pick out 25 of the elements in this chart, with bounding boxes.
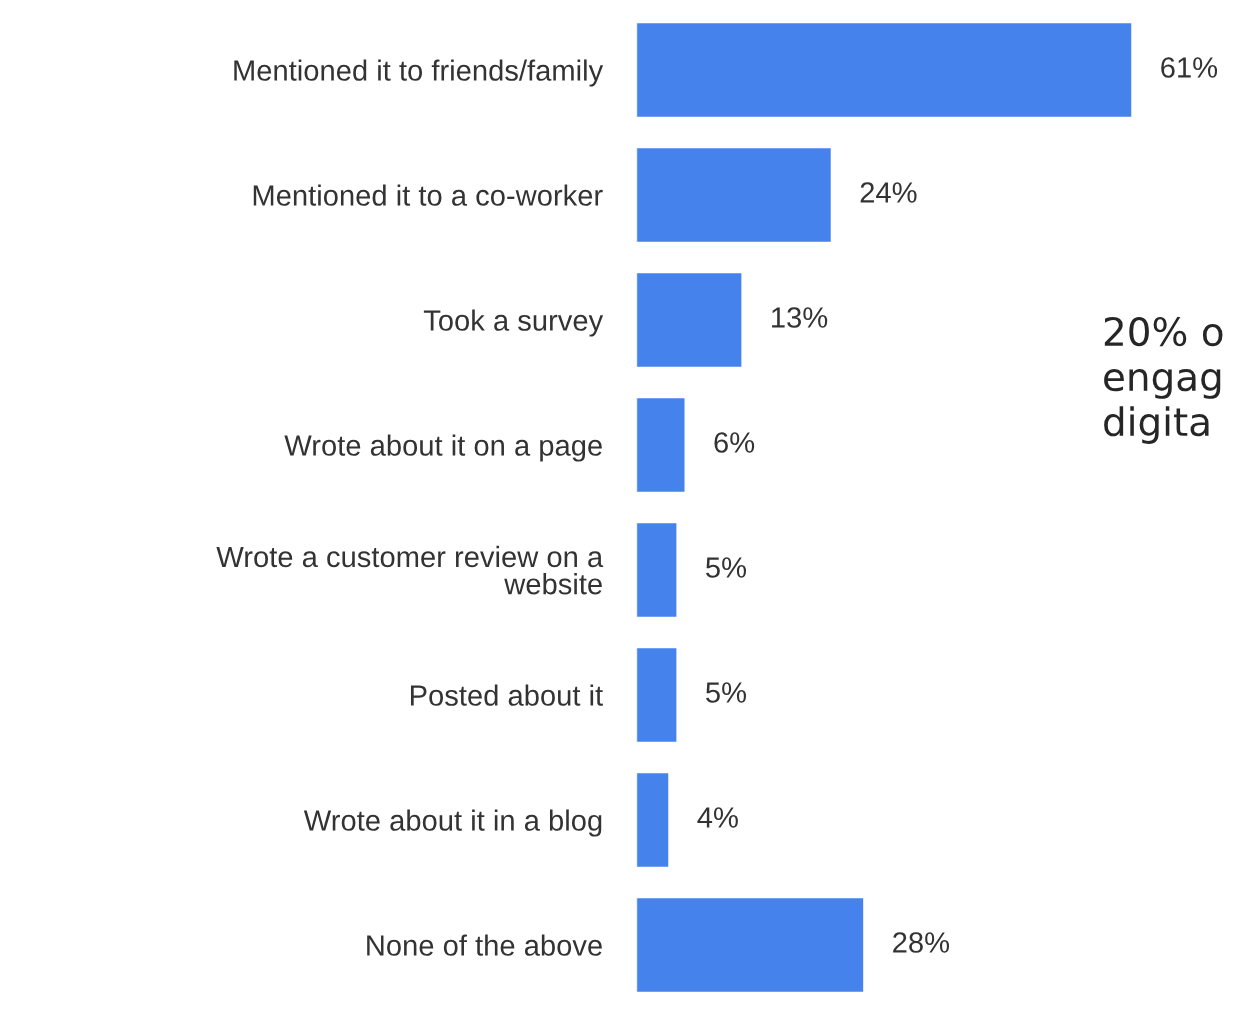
data-label: 28% xyxy=(893,932,950,953)
bar xyxy=(636,771,670,869)
annotation: 20% o engag digita xyxy=(1104,316,1223,444)
data-label: 5% xyxy=(706,557,746,578)
y-tick-label: Wrote a customer review on a website xyxy=(216,545,604,595)
bar xyxy=(636,646,678,744)
data-label: 5% xyxy=(706,682,746,703)
y-tick-label: Took a survey xyxy=(423,309,604,337)
data-label: 24% xyxy=(860,182,917,203)
data-label: 6% xyxy=(714,432,755,453)
y-tick-label: Posted about it xyxy=(410,684,603,706)
y-tick-label: Wrote about it on a page xyxy=(284,434,602,462)
y-tick-label: Mentioned it to friends/family xyxy=(234,59,604,87)
data-label: 61% xyxy=(1161,57,1218,78)
bar xyxy=(636,396,686,494)
y-tick-label: None of the above xyxy=(367,934,602,956)
data-label: 4% xyxy=(697,807,738,828)
y-tick-label: Wrote about it in a blog xyxy=(303,809,602,837)
bar xyxy=(636,521,678,619)
bar xyxy=(636,896,865,994)
bar xyxy=(636,146,833,244)
bar xyxy=(636,21,1132,119)
y-tick-label: Mentioned it to a co-worker xyxy=(253,184,603,206)
bar xyxy=(636,271,743,369)
data-label: 13% xyxy=(772,307,828,328)
